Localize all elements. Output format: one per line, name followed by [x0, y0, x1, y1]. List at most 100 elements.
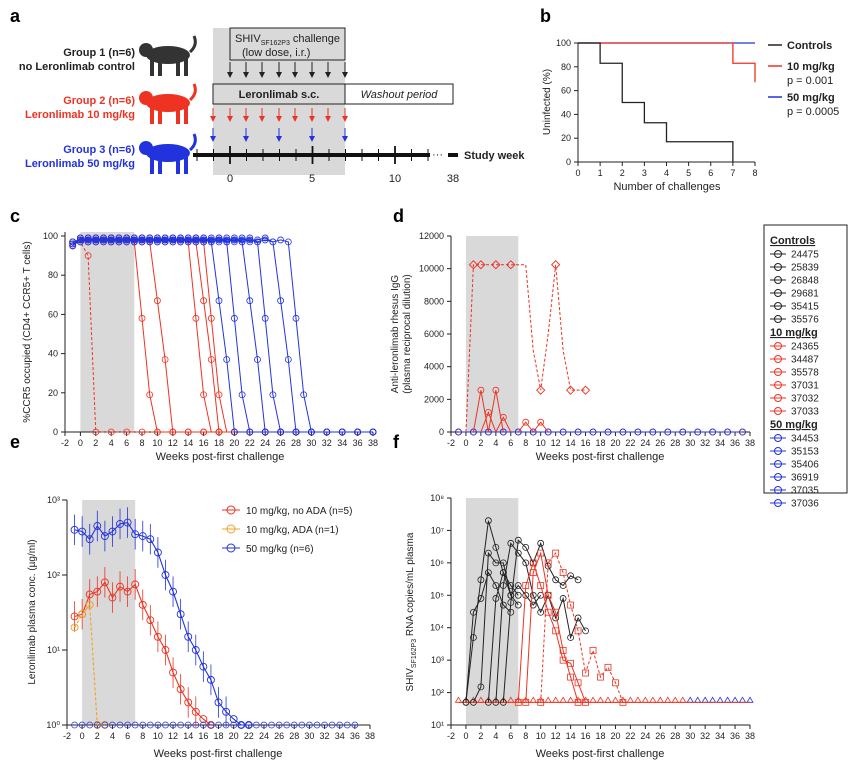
b-series-10-mg-kg — [578, 42, 756, 83]
timeline-label: Study week — [464, 150, 525, 162]
c-point — [354, 428, 362, 436]
c-point — [307, 428, 315, 436]
e-ytick-label: 10¹ — [47, 645, 60, 655]
f-lod-marker — [746, 696, 754, 703]
e-lod-point — [245, 721, 253, 729]
c-point — [92, 236, 100, 244]
c-point — [192, 238, 200, 246]
d-xticks-label: 36 — [730, 438, 740, 448]
dose-arrowhead-blue-1 — [243, 136, 249, 142]
f-lod-marker — [529, 696, 537, 703]
d-legend-id: 36919 — [791, 473, 819, 484]
d-point — [694, 428, 702, 436]
d-ada-diamond — [565, 385, 576, 395]
d-legend-marker — [774, 473, 782, 481]
c-point — [184, 428, 192, 436]
panel-f-xlabel: Weeks post-first challenge — [536, 748, 665, 760]
c-point — [177, 234, 184, 242]
d-point — [544, 428, 552, 436]
f-lod-marker — [641, 696, 650, 703]
e-point — [78, 610, 87, 619]
e-lod-point — [184, 721, 192, 729]
f-treated-point — [559, 646, 567, 654]
e-lod-point — [71, 721, 78, 729]
d-peak-point — [522, 418, 530, 426]
e-point — [70, 612, 79, 621]
e-point — [153, 548, 162, 557]
c-point — [323, 428, 331, 436]
f-lod-marker — [686, 696, 694, 703]
e-point — [229, 715, 238, 724]
c-point — [177, 238, 184, 246]
e-lod-point — [93, 721, 101, 729]
f-control-point — [484, 698, 492, 706]
c-point — [107, 234, 115, 242]
c-point — [254, 356, 261, 363]
d-xticks-label: 14 — [566, 438, 576, 448]
c-point — [169, 234, 177, 242]
f-lod-marker — [649, 696, 657, 703]
f-lod-marker — [656, 696, 665, 703]
f-xticks-label: 36 — [730, 731, 740, 741]
e-lod-point — [146, 721, 154, 729]
d-xticks-label: 20 — [610, 438, 620, 448]
d-legend-marker — [774, 263, 782, 271]
c-ytick-label: 20 — [48, 388, 58, 398]
e-xticks-label: 26 — [274, 731, 284, 741]
e-point — [78, 527, 87, 536]
d-point — [664, 428, 672, 436]
e-point — [70, 623, 79, 632]
challenge-arrowhead-2 — [259, 72, 265, 78]
f-lod-marker — [679, 696, 687, 703]
d-legend-marker — [774, 302, 782, 310]
d-xticks-label: 16 — [581, 438, 591, 448]
panel-b-chart: 0 20 40 60 80 100 0 1 2 3 4 5 6 7 8 Uninfected (%) Nu… — [542, 38, 839, 193]
b-xtick-label: 2 — [620, 168, 625, 178]
f-lod-marker — [731, 696, 739, 703]
d-point — [499, 428, 507, 436]
c-point — [200, 391, 208, 399]
f-treated-point — [574, 698, 582, 706]
b-ytick-label: 60 — [561, 86, 571, 96]
e-xticks-label: 16 — [198, 731, 208, 741]
challenge-label-line2: (low dose, i.r.) — [242, 47, 310, 59]
e-lod-point — [237, 721, 245, 729]
d-legend-marker — [774, 289, 782, 297]
e-point — [108, 527, 117, 536]
d-legend-marker — [774, 315, 782, 323]
e-point — [244, 721, 253, 729]
f-xticks-label: 30 — [685, 731, 695, 741]
f-xticks-label: 0 — [463, 731, 468, 741]
e-xticks-label: 28 — [289, 731, 299, 741]
d-legend-group: Controls — [770, 235, 815, 247]
f-control-0 — [465, 520, 519, 703]
f-control-point — [574, 576, 582, 584]
b-xtick-label: 0 — [575, 168, 580, 178]
e-lod-point — [109, 721, 116, 729]
challenge-arrowhead-5 — [309, 72, 315, 78]
washout-label: Washout period — [361, 89, 439, 101]
c-point — [77, 234, 84, 242]
c-ytick-label: 100 — [43, 231, 58, 241]
c-point — [246, 238, 254, 246]
f-xticks-label: 2 — [478, 731, 483, 741]
c-point — [107, 238, 115, 246]
challenge-label-line1: SHIVSF162P3 challenge — [235, 33, 340, 47]
panel-label-f: f — [393, 432, 400, 452]
e-point — [138, 600, 147, 609]
e-lod-point — [290, 721, 298, 729]
f-lod-marker — [566, 696, 575, 703]
e-lod-point — [169, 721, 177, 729]
f-treated-point — [604, 663, 612, 671]
c-point — [277, 428, 285, 436]
c-xticks-label: 0 — [78, 438, 83, 448]
f-control-point — [499, 601, 507, 609]
dose-arrowhead-red-1 — [227, 116, 233, 122]
monkey-icon-blue — [139, 133, 197, 174]
f-control-point — [484, 569, 492, 577]
dose-arrowhead-red-5 — [292, 116, 298, 122]
d-xticks-label: 34 — [715, 438, 725, 448]
d-legend-id: 35576 — [791, 315, 819, 326]
c-point — [138, 236, 146, 244]
